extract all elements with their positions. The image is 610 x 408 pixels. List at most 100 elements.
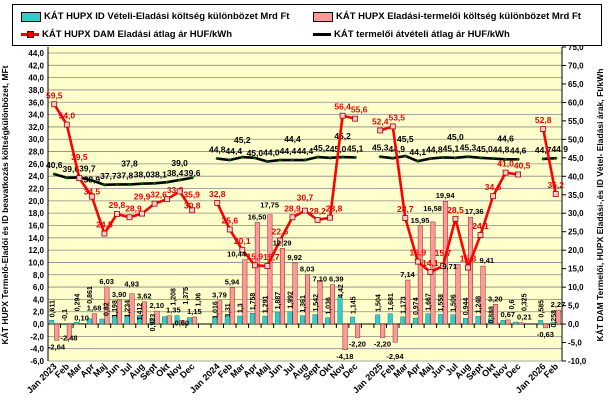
dam-price-marker: [414, 258, 421, 265]
dam-price-line: [216, 114, 356, 268]
dam-price-label: 16,9: [410, 248, 427, 258]
bar-id-cost-label: 1,887: [275, 292, 282, 310]
producer-price-label: 40,6: [46, 160, 63, 170]
producer-price-marker: [153, 181, 157, 185]
dam-price-marker: [377, 127, 384, 134]
producer-price-label: 44,9: [551, 144, 568, 154]
left-tick-label: 2,0: [33, 308, 45, 317]
dam-price-marker: [264, 263, 271, 269]
bar-sell-cost: [493, 304, 498, 325]
producer-price-marker: [516, 157, 520, 161]
dam-price-line: [541, 128, 558, 195]
producer-price-label: 45,2: [234, 135, 251, 145]
bar-sell-cost-label: 19,94: [436, 191, 456, 200]
bar-sell-cost: [129, 293, 135, 325]
bar-sell-cost: [505, 319, 511, 325]
left-tick-label: -4,0: [30, 345, 44, 354]
bar-sell-cost-label: 16,50: [248, 212, 267, 221]
right-tick-label: 60,0: [568, 98, 584, 107]
bar-id-cost-label: 1,198: [112, 300, 119, 318]
bar-id-cost-label: 1,504: [375, 294, 382, 312]
dam-price-label: 40,5: [514, 160, 531, 170]
dam-price-marker: [402, 215, 409, 221]
bar-id-cost-label: 1,248: [476, 296, 483, 314]
bar-id-cost-label: -0,1: [62, 309, 69, 321]
dam-price-label: 33,8: [167, 185, 184, 195]
bar-id-cost: [237, 315, 243, 325]
dam-price-label: 55,6: [351, 105, 368, 115]
dam-price-marker: [176, 188, 183, 195]
dam-price-marker: [101, 230, 108, 237]
bar-sell-cost-label: 0,60: [175, 318, 190, 327]
dam-price-label: 15,9: [247, 251, 264, 261]
bar-sell-cost: [192, 316, 198, 325]
right-tick-label: 50,0: [568, 135, 584, 144]
right-tick-label: 65,0: [568, 80, 584, 89]
dam-price-label: 54,0: [59, 111, 76, 121]
bar-sell-cost: [229, 287, 235, 325]
bar-id-cost-label: 1,758: [250, 293, 257, 311]
right-tick-label: 40,0: [568, 172, 584, 181]
bar-sell-cost-label: 1,35: [166, 306, 181, 315]
right-tick-label: 75,0: [568, 43, 584, 52]
bar-id-cost: [187, 317, 193, 325]
dam-price-marker: [339, 112, 346, 119]
producer-price-label: 39,6: [184, 168, 201, 178]
right-tick-label: 20,0: [568, 246, 584, 255]
bar-id-cost: [149, 318, 155, 325]
producer-price-marker: [253, 156, 257, 160]
bar-id-cost: [74, 322, 80, 325]
legend-item-id-cost: KÁT HUPX ID Vételi-Eladási költség külön…: [21, 11, 289, 22]
dam-price-label: 41,0: [497, 159, 514, 169]
bar-sell-cost-label: 0,67: [501, 310, 516, 319]
right-tick-label: 30,0: [568, 209, 584, 218]
bar-id-cost: [550, 322, 556, 325]
dam-price-label: 29,9: [134, 192, 151, 202]
bar-sell-cost-label: -0,63: [537, 330, 554, 339]
producer-price-marker: [353, 155, 357, 159]
producer-price-label: 45,0: [247, 148, 264, 158]
left-tick-label: 10,0: [28, 258, 44, 267]
producer-price-marker: [328, 156, 332, 160]
producer-price-label: 38,0: [134, 170, 151, 180]
bar-id-cost-label: 0,888: [488, 306, 495, 324]
bar-id-cost-label: 1,208: [170, 288, 177, 306]
left-tick-label: 14,0: [28, 234, 44, 243]
bar-sell-cost-label: 1,68: [87, 304, 102, 313]
producer-price-marker: [416, 159, 420, 163]
dam-price-marker: [114, 211, 120, 217]
bar-id-cost-label: 1,558: [438, 294, 445, 312]
producer-price-label: 45,1: [347, 143, 364, 153]
producer-price-marker: [127, 182, 131, 186]
dam-price-marker: [126, 214, 133, 221]
dam-price-marker: [477, 232, 484, 238]
producer-price-label: 45,0: [476, 144, 493, 154]
dam-price-label: 34,5: [84, 187, 101, 197]
left-tick-label: 20,0: [28, 197, 44, 206]
left-tick-label: 8,0: [33, 271, 45, 280]
right-tick-label: 0,0: [568, 320, 580, 329]
producer-price-label: 45,5: [397, 134, 414, 144]
dam-price-label: 32,6: [150, 190, 167, 200]
legend: KÁT HUPX ID Vételi-Eladási költség külön…: [12, 4, 602, 46]
bar-id-cost: [337, 296, 343, 325]
producer-price-marker: [554, 156, 558, 160]
producer-price-label: 38,9: [84, 174, 101, 184]
producer-price-marker: [441, 155, 445, 159]
left-tick-label: 26,0: [28, 160, 44, 169]
producer-price-marker: [403, 154, 407, 158]
bar-id-cost-label: 1,506: [451, 294, 458, 312]
dam-price-label: 20,1: [234, 236, 251, 246]
bar-sell-cost: [518, 322, 524, 325]
bar-id-cost-label: 1,291: [263, 295, 270, 313]
x-tick-label: Jan 2023: [25, 361, 59, 395]
producer-price-label: 44,6: [497, 133, 514, 143]
legend-label: KÁT termelői átvételi átlag ár HUF/kWh: [334, 29, 510, 40]
dam-price-marker: [427, 269, 434, 275]
bar-sell-cost-label: 17,75: [260, 201, 279, 210]
producer-price-label: 39,7: [79, 163, 96, 173]
left-tick-label: 12,0: [28, 246, 44, 255]
dam-price-marker: [502, 169, 509, 176]
dam-price-label: 56,4: [334, 102, 351, 112]
left-axis-title: KÁT HUPX Termelő-Eladói és ID beavatkozá…: [0, 65, 10, 345]
